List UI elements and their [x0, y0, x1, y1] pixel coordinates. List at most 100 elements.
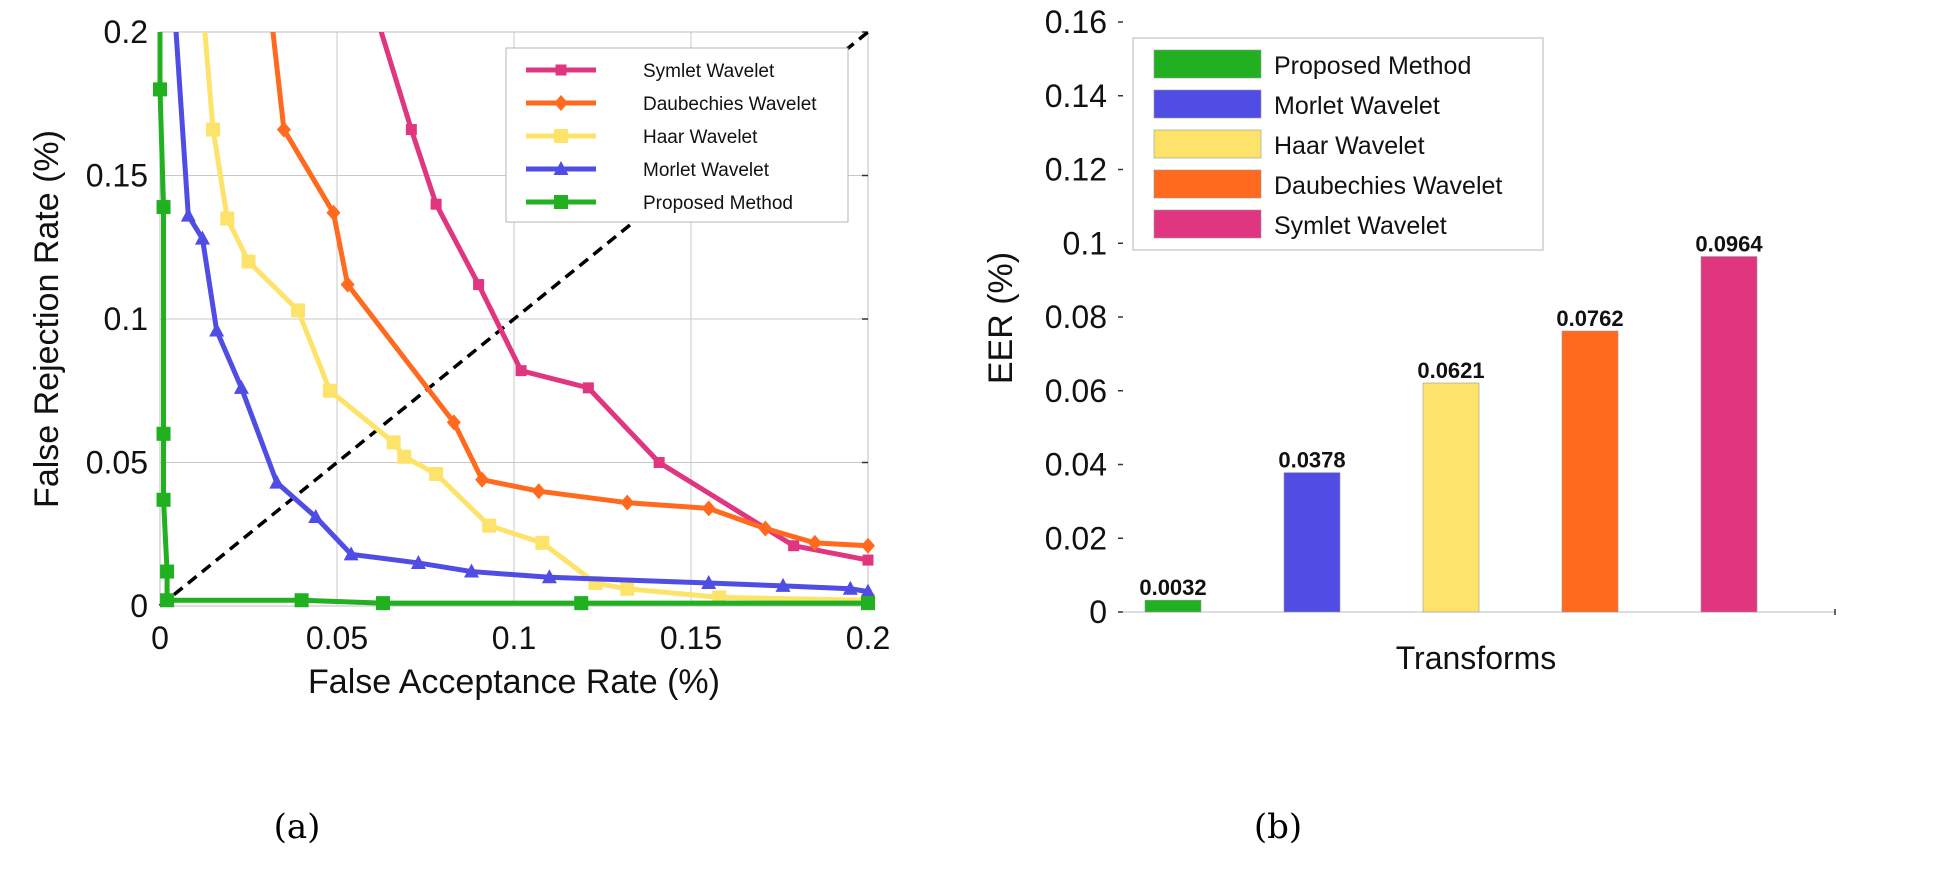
caption-b: (b)	[1254, 807, 1302, 847]
data-point-haar	[429, 466, 444, 481]
data-point-morlet	[209, 322, 225, 337]
legend-b-swatch	[1153, 169, 1262, 199]
x-tick-label: 0.05	[306, 620, 368, 656]
y-tick-label: 0.16	[1045, 4, 1107, 40]
y-tick-label: 0.05	[86, 445, 148, 481]
data-point-proposed	[160, 564, 175, 579]
legend-a: Symlet Wavelet Daubechies Wavelet Haar Wav…	[505, 47, 849, 223]
data-point-proposed	[574, 596, 589, 611]
legend-a-label: Proposed Method	[643, 193, 793, 214]
legend-b-swatch	[1153, 49, 1262, 79]
legend-b-swatch	[1153, 209, 1262, 239]
y-tick-label: 0	[130, 588, 148, 624]
legend-b-swatch	[1153, 129, 1262, 159]
x-tick-label: 0	[151, 620, 169, 656]
y-tick-label: 0.1	[1063, 225, 1107, 261]
legend-a-label: Haar Wavelet	[643, 127, 758, 148]
caption-a: (a)	[274, 807, 321, 847]
data-point-symlet	[862, 554, 874, 566]
y-tick-label: 0.06	[1045, 373, 1107, 409]
data-point-symlet	[473, 279, 485, 291]
series-line-daubechies	[270, 32, 869, 549]
data-point-daubechies	[531, 483, 546, 500]
data-point-haar	[291, 303, 306, 318]
data-point-proposed	[861, 596, 875, 611]
data-point-proposed	[376, 596, 391, 611]
legend-b-label: Daubechies Wavelet	[1274, 172, 1502, 200]
legend-a-marker	[554, 95, 568, 111]
y-tick-label: 0.12	[1045, 152, 1107, 188]
data-point-daubechies	[475, 471, 490, 488]
legend-b-label: Symlet Wavelet	[1274, 212, 1447, 240]
y-tick-label: 0.08	[1045, 299, 1107, 335]
data-point-symlet	[788, 540, 800, 552]
bar-value-label: 0.0762	[1556, 306, 1623, 331]
data-point-daubechies	[326, 204, 341, 221]
series-morlet	[173, 32, 876, 598]
data-point-morlet	[308, 509, 324, 524]
data-point-morlet	[269, 474, 285, 489]
roc-chart: 0 0.05 0.1 0.15 0.2 0 0.05 0.1 0.15 0.2 False Acce…	[28, 14, 890, 701]
data-point-morlet	[180, 207, 196, 222]
bar-morlet	[1283, 472, 1341, 613]
data-point-symlet	[405, 124, 417, 136]
legend-b-label: Morlet Wavelet	[1274, 92, 1440, 120]
data-point-symlet	[515, 365, 527, 377]
y-tick-label: 0	[1089, 594, 1107, 630]
y-tick-label: 0.15	[86, 158, 148, 194]
data-point-haar	[206, 122, 221, 137]
y-tick-label: 0.14	[1045, 78, 1107, 114]
data-point-symlet	[582, 382, 594, 394]
data-point-morlet	[701, 575, 717, 590]
data-point-daubechies	[620, 494, 635, 511]
data-point-proposed	[156, 426, 171, 441]
x-tick-label: 0.15	[660, 620, 722, 656]
y-tick-label: 0.02	[1045, 520, 1107, 556]
y-axis-label: False Rejection Rate (%)	[28, 130, 66, 508]
legend-a-label: Symlet Wavelet	[643, 61, 775, 82]
data-point-haar	[386, 435, 401, 450]
legend-b-label: Haar Wavelet	[1274, 132, 1425, 160]
data-point-morlet	[775, 577, 791, 592]
legend-a-label: Morlet Wavelet	[643, 160, 770, 181]
data-point-daubechies	[446, 414, 461, 431]
data-point-haar	[535, 535, 550, 550]
series-daubechies	[270, 32, 875, 554]
bar-value-label: 0.0621	[1417, 358, 1484, 383]
series-proposed	[153, 32, 875, 611]
data-point-morlet	[233, 379, 249, 394]
legend-a-marker	[553, 161, 569, 175]
data-point-daubechies	[340, 276, 355, 293]
legend-b-swatch	[1153, 89, 1262, 119]
data-point-daubechies	[861, 537, 875, 554]
y-tick-label: 0.04	[1045, 447, 1107, 483]
legend-a-marker	[555, 64, 567, 76]
eer-bar-chart: 0 0.02 0.04 0.06 0.08 0.1 0.12 0.14 0.16 Transfor…	[982, 4, 1836, 676]
data-point-haar	[322, 383, 337, 398]
bar-haar	[1422, 382, 1480, 613]
y-tick-label: 0.2	[104, 14, 148, 50]
bar-symlet	[1700, 256, 1758, 613]
legend-a-marker	[554, 129, 568, 143]
bar-value-label: 0.0964	[1695, 232, 1763, 257]
data-point-morlet	[541, 569, 557, 584]
legend-b: Proposed Method Morlet Wavelet Haar Wavele…	[1132, 37, 1544, 251]
x-axis-label: Transforms	[1396, 640, 1557, 676]
x-tick-label: 0.2	[846, 620, 890, 656]
data-point-haar	[397, 449, 412, 464]
data-point-morlet	[194, 230, 210, 245]
legend-a-marker	[554, 195, 568, 209]
data-point-daubechies	[276, 121, 291, 138]
data-point-daubechies	[701, 500, 716, 517]
data-point-symlet	[653, 457, 665, 468]
x-axis-label: False Acceptance Rate (%)	[308, 663, 720, 701]
data-point-morlet	[343, 546, 359, 561]
data-point-proposed	[156, 492, 171, 507]
y-axis-label: EER (%)	[982, 252, 1020, 384]
data-point-morlet	[464, 563, 480, 578]
data-point-proposed	[160, 593, 175, 608]
data-point-haar	[241, 254, 256, 269]
legend-b-label: Proposed Method	[1274, 52, 1471, 80]
data-point-haar	[220, 211, 235, 226]
y-tick-label: 0.1	[104, 301, 148, 337]
